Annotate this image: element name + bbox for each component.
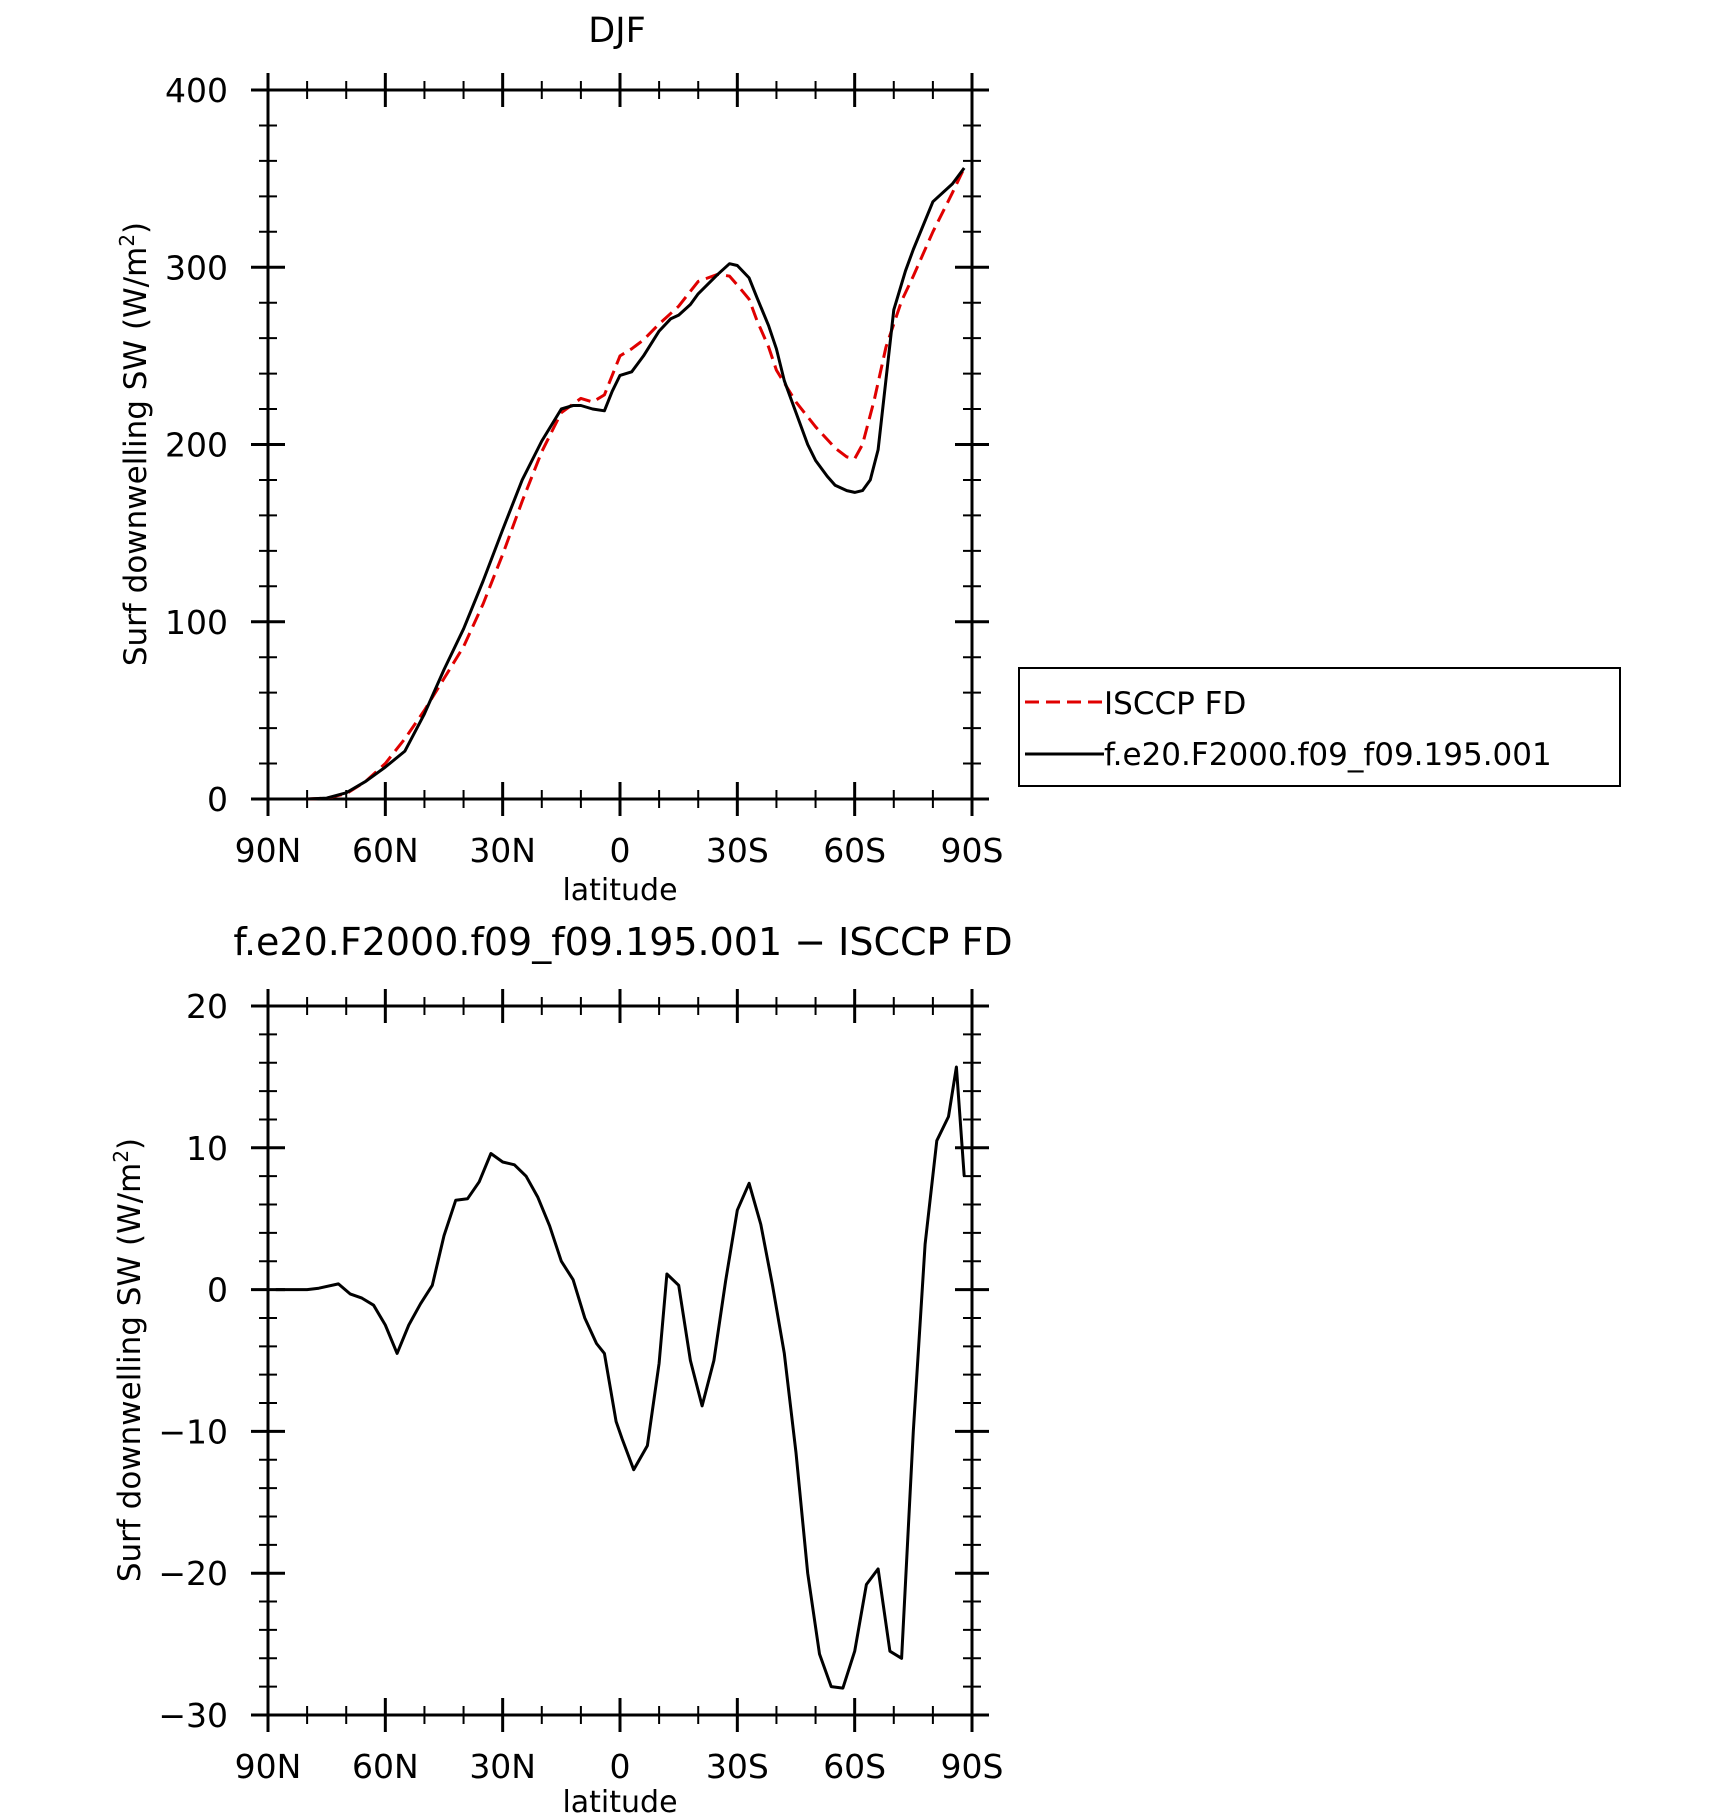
y-tick-label: 100 (165, 603, 228, 642)
series-lines (307, 167, 966, 801)
x-tick-labels: 90N 60N 30N 0 30S 60S 90S (235, 1747, 1004, 1786)
x-tick-label: 90S (941, 1747, 1004, 1786)
panel-bottom: f.e20.F2000.f09_f09.195.001 − ISCCP FD −… (109, 920, 1013, 1816)
plot-frame (266, 1004, 974, 1717)
series-lines (275, 1065, 966, 1690)
series-line-model (275, 1065, 966, 1690)
y-axis-label: Surf downwelling SW (W/m2) (109, 1138, 148, 1582)
x-axis-label: latitude (562, 1785, 677, 1816)
series-line-model (307, 167, 966, 801)
y-axis-label-main: Surf downwelling SW (W/m (118, 247, 154, 667)
x-tick-label: 90S (941, 831, 1004, 870)
y-tick-label: 20 (186, 987, 228, 1026)
chart-title: f.e20.F2000.f09_f09.195.001 − ISCCP FD (233, 920, 1012, 964)
axis-ticks (251, 989, 989, 1732)
y-axis-label-close: ) (118, 222, 154, 234)
y-axis-label-sup: 2 (115, 234, 139, 247)
x-tick-label: 0 (610, 831, 631, 870)
y-tick-label: 200 (165, 426, 228, 465)
x-tick-label: 90N (235, 1747, 302, 1786)
x-tick-label: 60S (823, 1747, 886, 1786)
y-tick-label: 400 (165, 71, 228, 110)
x-tick-label: 60N (352, 1747, 419, 1786)
x-axis-label: latitude (562, 873, 677, 908)
y-tick-label: −10 (158, 1412, 228, 1451)
panel-top: DJF 0 100 200 300 400 90N 60N 30N 0 30S 60S 90S la… (115, 11, 1621, 908)
plot-frame (266, 88, 974, 801)
x-tick-label: 30S (706, 1747, 769, 1786)
y-tick-labels: −30 −20 −10 0 10 20 (158, 987, 228, 1735)
y-tick-label: 10 (186, 1129, 228, 1168)
x-tick-label: 60S (823, 831, 886, 870)
x-tick-label: 30S (706, 831, 769, 870)
y-tick-label: −30 (158, 1696, 228, 1735)
y-tick-label: 0 (207, 780, 228, 819)
y-axis-label-close: ) (112, 1138, 148, 1150)
x-tick-label: 30N (469, 831, 536, 870)
y-tick-label: −20 (158, 1554, 228, 1593)
series-line-isccp (307, 167, 966, 801)
x-tick-label: 0 (610, 1747, 631, 1786)
x-tick-label: 90N (235, 831, 302, 870)
y-tick-label: 0 (207, 1271, 228, 1310)
chart-title: DJF (588, 11, 645, 51)
x-tick-labels: 90N 60N 30N 0 30S 60S 90S (235, 831, 1004, 870)
y-tick-labels: 0 100 200 300 400 (165, 71, 228, 819)
y-tick-label: 300 (165, 248, 228, 287)
legend-label-isccp: ISCCP FD (1104, 686, 1246, 722)
y-axis-label: Surf downwelling SW (W/m2) (115, 222, 154, 666)
y-axis-label-sup: 2 (109, 1150, 133, 1163)
y-axis-label-main: Surf downwelling SW (W/m (112, 1163, 148, 1583)
x-tick-label: 60N (352, 831, 419, 870)
legend: ISCCP FD f.e20.F2000.f09_f09.195.001 (1018, 667, 1621, 787)
legend-label-model: f.e20.F2000.f09_f09.195.001 (1104, 737, 1552, 773)
legend-box (1018, 667, 1621, 787)
axis-ticks (251, 73, 989, 816)
x-tick-label: 30N (469, 1747, 536, 1786)
